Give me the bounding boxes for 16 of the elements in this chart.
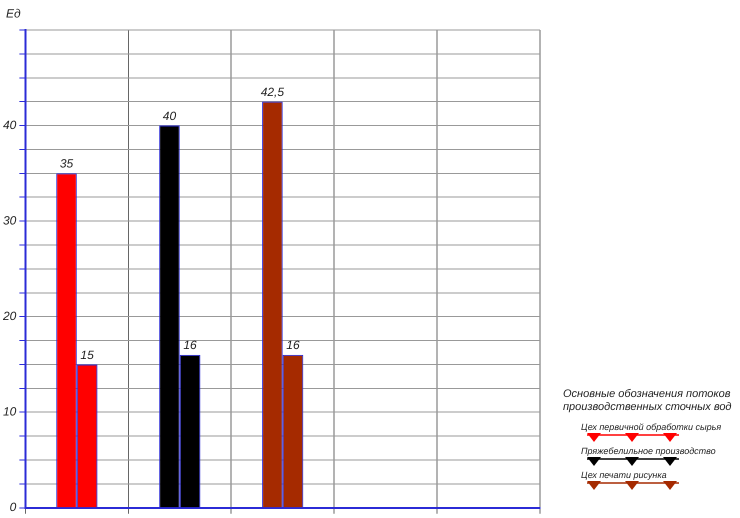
data-label: 15 xyxy=(80,348,94,362)
legend-title: Основные обозначения потоков производственных сточных вод xyxy=(563,388,733,414)
data-label: 35 xyxy=(60,156,74,171)
data-label: 40 xyxy=(162,108,176,123)
y-tick-label: 40 xyxy=(2,118,17,132)
data-label: 42,5 xyxy=(260,85,284,100)
y-axis-title: Ед xyxy=(6,6,22,20)
y-tick-label: 30 xyxy=(2,213,17,228)
y-tick-label: 0 xyxy=(10,500,17,514)
y-tick-label: 10 xyxy=(2,404,17,419)
text: Пряжебелильное производство xyxy=(581,446,717,456)
text: Цех первичной обработки сырья xyxy=(581,422,722,432)
text: Цех печати рисунка xyxy=(581,470,668,480)
data-label: 16 xyxy=(183,338,198,352)
y-tick-label: 20 xyxy=(2,309,17,324)
data-label: 16 xyxy=(286,338,300,352)
